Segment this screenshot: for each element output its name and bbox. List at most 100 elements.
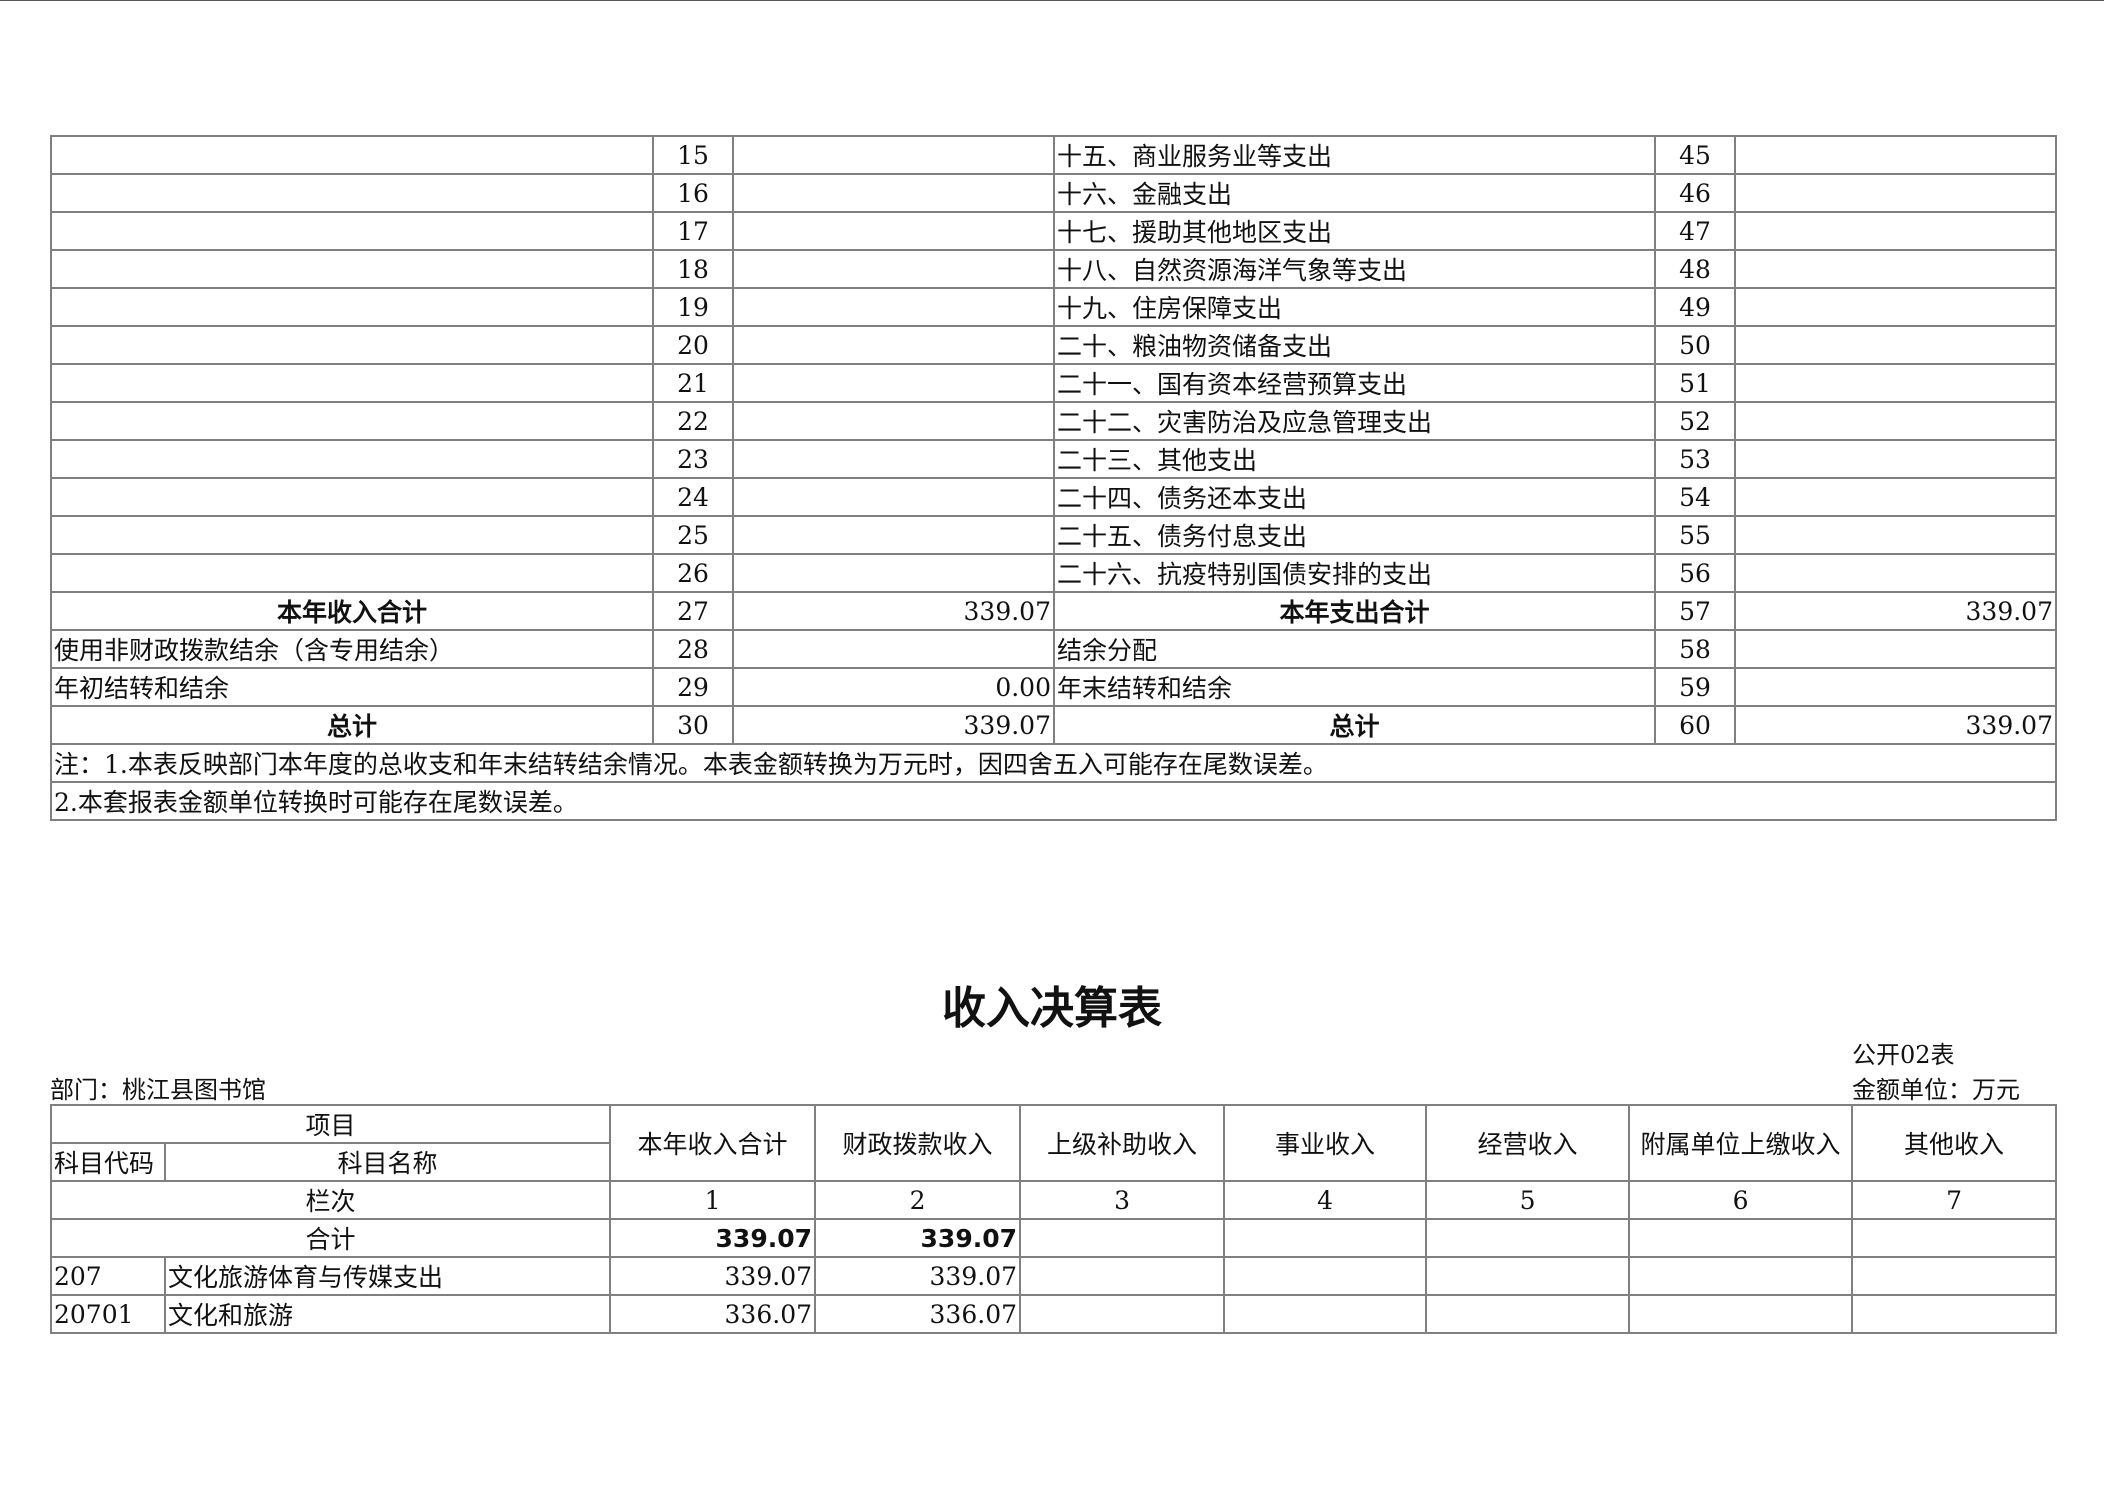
row-number: 57 <box>1654 591 1736 631</box>
row-number: 59 <box>1654 667 1736 707</box>
row-number: 20 <box>652 325 734 365</box>
total-label: 合计 <box>49 1218 612 1258</box>
row-number: 25 <box>652 515 734 555</box>
subject-name: 文化和旅游 <box>163 1294 612 1334</box>
table-row: 年初结转和结余 29 0.00 年末结转和结余 59 <box>50 667 2057 707</box>
expense-value <box>1734 477 2057 517</box>
row-number: 45 <box>1654 135 1736 175</box>
column-header: 本年收入合计 <box>609 1104 817 1182</box>
label: 总计 <box>1053 705 1656 745</box>
expense-item: 二十三、其他支出 <box>1053 439 1656 479</box>
row-number: 55 <box>1654 515 1736 555</box>
table-row: 18 十八、自然资源海洋气象等支出 48 <box>50 249 2057 289</box>
expense-item: 二十四、债务还本支出 <box>1053 477 1656 517</box>
label: 结余分配 <box>1053 629 1656 669</box>
header-row: 项目 本年收入合计 财政拨款收入 上级补助收入 事业收入 经营收入 附属单位上缴收入 其他收入 <box>49 1104 2058 1182</box>
column-header: 财政拨款收入 <box>814 1104 1022 1182</box>
income-item <box>50 515 654 555</box>
note-row: 注：1.本表反映部门本年度的总收支和年末结转结余情况。本表金额转换为万元时，因四… <box>50 743 2057 783</box>
expense-value <box>1734 439 2057 479</box>
row-number: 50 <box>1654 325 1736 365</box>
income-item <box>50 439 654 479</box>
table-row: 使用非财政拨款结余（含专用结余） 28 结余分配 58 <box>50 629 2057 669</box>
amount-unit: 金额单位：万元 <box>1852 1076 2020 1104</box>
expense-item: 二十、粮油物资储备支出 <box>1053 325 1656 365</box>
income-total-row: 本年收入合计 27 339.07 本年支出合计 57 339.07 <box>50 591 2057 631</box>
total-value <box>1223 1218 1428 1258</box>
header-row: 科目代码 科目名称 <box>50 1142 2056 1182</box>
amount <box>1851 1256 2058 1296</box>
label: 年末结转和结余 <box>1053 667 1656 707</box>
income-table: 项目 本年收入合计 财政拨款收入 上级补助收入 事业收入 经营收入 附属单位上缴收入 其他收入… <box>49 1104 2058 1334</box>
value <box>1734 629 2057 669</box>
note: 注：1.本表反映部门本年度的总收支和年末结转结余情况。本表金额转换为万元时，因四… <box>50 743 2057 783</box>
table-row: 20701 文化和旅游 336.07 336.07 <box>50 1294 2058 1334</box>
expense-item: 十八、自然资源海洋气象等支出 <box>1053 249 1656 289</box>
table-row: 17 十七、援助其他地区支出 47 <box>50 211 2057 251</box>
column-header: 上级补助收入 <box>1019 1104 1226 1182</box>
total-value <box>1628 1218 1854 1258</box>
table-row: 19 十九、住房保障支出 49 <box>50 287 2057 327</box>
amount <box>1223 1294 1428 1334</box>
income-item <box>50 135 654 175</box>
table-row: 23 二十三、其他支出 53 <box>50 439 2057 479</box>
row-number: 60 <box>1654 705 1736 745</box>
column-index-row: 栏次 1 2 3 4 5 6 7 <box>49 1180 2058 1220</box>
header-name: 科目名称 <box>163 1142 612 1182</box>
expense-value <box>1734 173 2057 213</box>
column-index: 1 <box>609 1180 817 1220</box>
income-value <box>732 401 1055 441</box>
table-row: 26 二十六、抗疫特别国债安排的支出 56 <box>50 553 2057 593</box>
row-number: 28 <box>652 629 734 669</box>
expense-value <box>1734 135 2057 175</box>
total-value: 339.07 <box>609 1218 817 1258</box>
subject-code: 207 <box>50 1256 166 1296</box>
value <box>1734 667 2057 707</box>
amount <box>1019 1256 1226 1296</box>
label: 总计 <box>50 705 654 745</box>
label: 本年支出合计 <box>1053 591 1656 631</box>
column-index: 5 <box>1425 1180 1631 1220</box>
page-title: 收入决算表 <box>942 983 1162 1034</box>
income-value <box>732 363 1055 403</box>
department: 部门：桃江县图书馆 <box>50 1076 266 1104</box>
table-row: 21 二十一、国有资本经营预算支出 51 <box>50 363 2057 403</box>
column-index: 7 <box>1851 1180 2058 1220</box>
expense-item: 十六、金融支出 <box>1053 173 1656 213</box>
income-item <box>50 211 654 251</box>
income-value <box>732 135 1055 175</box>
income-value <box>732 515 1055 555</box>
amount <box>1425 1294 1631 1334</box>
income-value <box>732 439 1055 479</box>
amount <box>1223 1256 1428 1296</box>
column-header: 其他收入 <box>1851 1104 2058 1182</box>
row-number: 27 <box>652 591 734 631</box>
expense-value <box>1734 515 2057 555</box>
total-value <box>1425 1218 1631 1258</box>
row-number: 46 <box>1654 173 1736 213</box>
amount <box>1628 1294 1854 1334</box>
expense-value <box>1734 249 2057 289</box>
expense-value <box>1734 401 2057 441</box>
row-number: 22 <box>652 401 734 441</box>
income-item <box>50 477 654 517</box>
summary-table: 15 十五、商业服务业等支出 45 16 十六、金融支出 46 17 十七、援助其他地区支出 4… <box>50 135 2057 821</box>
column-index: 4 <box>1223 1180 1428 1220</box>
table-row: 16 十六、金融支出 46 <box>50 173 2057 213</box>
column-header: 附属单位上缴收入 <box>1628 1104 1854 1182</box>
column-header: 事业收入 <box>1223 1104 1428 1182</box>
amount <box>1019 1294 1226 1334</box>
table-row: 20 二十、粮油物资储备支出 50 <box>50 325 2057 365</box>
subject-name: 文化旅游体育与传媒支出 <box>163 1256 612 1296</box>
value: 339.07 <box>1734 591 2057 631</box>
expense-value <box>1734 287 2057 327</box>
expense-item: 二十五、债务付息支出 <box>1053 515 1656 555</box>
income-value <box>732 211 1055 251</box>
value: 339.07 <box>1734 705 2057 745</box>
expense-value <box>1734 363 2057 403</box>
expense-item: 二十六、抗疫特别国债安排的支出 <box>1053 553 1656 593</box>
grand-total-row: 总计 30 339.07 总计 60 339.07 <box>50 705 2057 745</box>
value <box>732 629 1055 669</box>
income-value <box>732 173 1055 213</box>
total-value <box>1851 1218 2058 1258</box>
